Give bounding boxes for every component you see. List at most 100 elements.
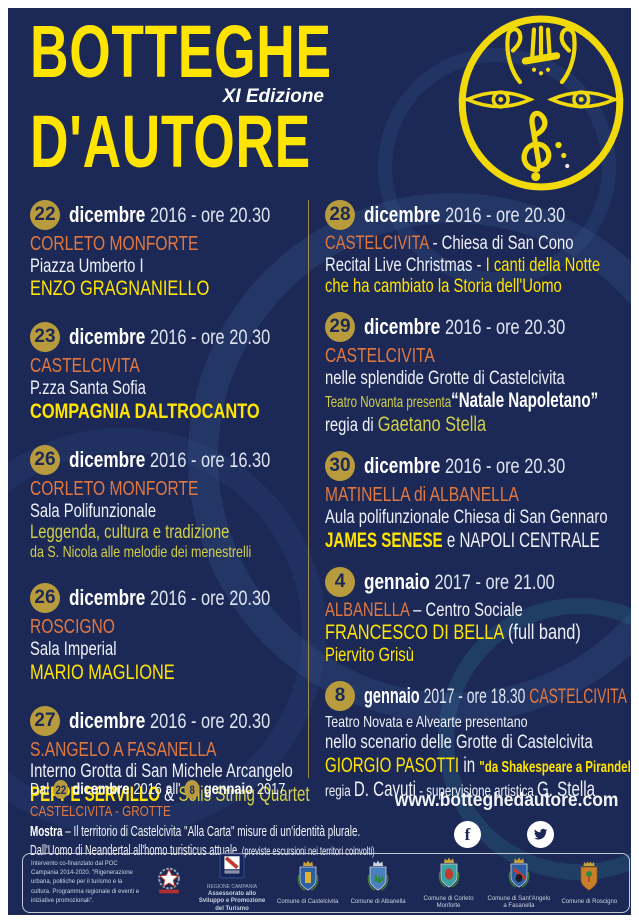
event-26-dicembre-roscigno: 26 dicembre 2016 - ore 20.30 ROSCIGNO Sal… (30, 583, 304, 684)
header: BOTTEGHE XI Edizione D'AUTORE (8, 8, 631, 183)
web-box: www.botteghedautore.com f (385, 780, 623, 861)
event-28-dicembre: 28 dicembre 2016 - ore 20.30 CASTELCIVITA… (325, 200, 631, 298)
place-label: Aula polifunzionale Chiesa di San Gennar… (325, 507, 608, 529)
event-26-dicembre-corleto: 26 dicembre 2016 - ore 16.30 CORLETO MONF… (30, 444, 304, 562)
month-label: dicembre (69, 446, 146, 472)
logo-circle (458, 15, 624, 191)
date-badge: 26 (30, 583, 60, 614)
event-30-dicembre: 30 dicembre 2016 - ore 20.30 MATINELLA di… (325, 451, 631, 552)
artist2-label: Piervito Grisù (325, 645, 414, 667)
presenters-label: Teatro Novata e Alvearte presentano (325, 713, 528, 731)
albanella-crest-icon (367, 860, 389, 892)
place-label: Piazza Umberto I (30, 255, 144, 277)
venue-label: MATINELLA di ALBANELLA (325, 484, 519, 507)
sponsor-strip: Intervento co-finanziato dal POC Campani… (22, 853, 630, 913)
month-label: dicembre (364, 202, 441, 227)
events-columns: 22 dicembre 2016 - ore 20.30 CORLETO MONF… (30, 200, 631, 806)
mostra-line2: Dall'Uomo di Neandertal all'homo turisti… (30, 842, 375, 859)
date-badge: 4 (325, 566, 355, 597)
municipality-label: Comune di Sant'Angelo a Fasanella (487, 895, 551, 909)
campania-label: Assessorato allo Sviluppo e Promozione d… (198, 890, 266, 912)
credits-label: regia D. Cavuti - supervisione artistica… (325, 777, 595, 801)
month-label: dicembre (69, 707, 146, 733)
event-23-dicembre: 23 dicembre 2016 - ore 20.30 CASTELCIVITA… (30, 322, 304, 423)
venue-label: CASTELCIVITA (529, 684, 627, 708)
show-title-label: Recital Live Christmas - I canti della N… (325, 254, 601, 276)
facebook-glyph: f (464, 824, 471, 844)
datetime-label: 2017 - ore 21.00 (434, 570, 555, 594)
artist-label: GIORGIO PASOTTI in "da Shakespeare a Pir… (325, 753, 631, 777)
municipality-castelcivita: Comune di Castelcivita (276, 859, 339, 906)
funding-text: Intervento co-finanziato dal POC Campani… (31, 860, 140, 904)
event-22-dicembre: 22 dicembre 2016 - ore 20.30 CORLETO MONF… (30, 200, 304, 301)
artist-label: COMPAGNIA DALTROCANTO (30, 399, 260, 423)
municipality-albanella: Comune di Albanella (346, 859, 409, 906)
month-label: dicembre (69, 585, 146, 611)
venue-label: CORLETO MONFORTE (30, 477, 199, 500)
month-label: gennaio (364, 682, 420, 708)
festival-logo (458, 15, 624, 191)
italy-emblem (150, 865, 188, 902)
show-subtitle-label: da S. Nicola alle melodie dei menestrell… (30, 543, 252, 561)
municipality-sant-angelo-a-fasanella: Comune di Sant'Angelo a Fasanella (487, 856, 550, 910)
show-subtitle-label: che ha cambiato la Storia dell'Uomo (325, 276, 562, 298)
poster-title-line2: D'AUTORE (30, 99, 311, 183)
municipality-corleto-monforte: Comune di Corleto Monforte (417, 856, 480, 910)
date-badge: 28 (325, 200, 355, 230)
datetime-label: 2016 - ore 20.30 (149, 709, 271, 733)
venue-label: ROSCIGNO (30, 616, 115, 639)
lyre-icon (505, 25, 577, 85)
datetime-label: 2016 - ore 20.30 (149, 204, 271, 227)
edition-label: XI Edizione (222, 85, 324, 107)
datetime-label: 2016 - ore 20.30 (444, 315, 566, 339)
datetime-label: 2017 - ore 18.30 (423, 684, 526, 708)
facebook-icon[interactable]: f (454, 821, 481, 848)
date-badge: 8 (184, 780, 200, 799)
date-badge: 22 (30, 200, 60, 230)
datetime-label: 2016 - ore 16.30 (149, 448, 271, 472)
artist-label: MARIO MAGLIONE (30, 660, 175, 684)
venue-label: CASTELCIVITA (30, 355, 140, 378)
event-4-gennaio: 4 gennaio 2017 - ore 21.00 ALBANELLA – Ce… (325, 566, 631, 667)
campania-logo-icon (219, 853, 245, 879)
place-label: P.zza Santa Sofia (30, 378, 146, 400)
website-link[interactable]: www.botteghedautore.com (394, 790, 619, 811)
bottom-section: Dal 22 dicembre 2016 all' 8 gennaio 2017… (30, 780, 623, 861)
date-range-line: Dal 22 dicembre 2016 all' 8 gennaio 2017 (30, 780, 286, 799)
event-8-gennaio: 8 gennaio 2017 - ore 18.30 CASTELCIVITA Te… (325, 680, 631, 802)
month-label: dicembre (69, 202, 146, 227)
regione-campania: REGIONE CAMPANIA Assessorato allo Svilup… (195, 853, 269, 914)
mostra-line: Mostra – Il territorio di Castelcivita "… (30, 822, 361, 840)
show-title-label: Teatro Novanta presenta“Natale Napoletan… (325, 389, 599, 413)
month-label: dicembre (69, 324, 146, 350)
summary-venue-label: CASTELCIVITA - GROTTE (30, 803, 171, 820)
venue-label: CASTELCIVITA (325, 344, 435, 367)
venue-label: CASTELCIVITA - Chiesa di San Cono (325, 233, 574, 254)
month-label: dicembre (364, 453, 441, 479)
castelcivita-crest-icon (297, 860, 319, 892)
artist-label: FRANCESCO DI BELLA (full band) (325, 621, 581, 645)
date-badge: 23 (30, 322, 60, 353)
corleto-monforte-crest-icon (438, 857, 459, 888)
datetime-label: 2016 - ore 20.30 (149, 326, 271, 350)
date-badge: 26 (30, 444, 60, 475)
date-badge: 30 (325, 451, 355, 482)
twitter-icon[interactable] (527, 821, 554, 848)
campania-name-label: REGIONE CAMPANIA (206, 883, 258, 890)
poster-title-line1: BOTTEGHE (30, 10, 332, 93)
date-badge: 22 (53, 780, 69, 799)
events-column-left: 22 dicembre 2016 - ore 20.30 CORLETO MONF… (30, 200, 310, 806)
place-label: Sala Polifunzionale (30, 500, 157, 522)
place-label: nello scenario delle Grotte di Castelciv… (325, 732, 593, 754)
credits-label: regia di Gaetano Stella (325, 413, 487, 437)
venue-label: ALBANELLA – Centro Sociale (325, 599, 523, 621)
treble-clef-icon (521, 110, 570, 182)
date-badge: 27 (30, 705, 60, 736)
municipality-roscigno: Comune di Roscigno (558, 859, 621, 906)
venue-label: S.ANGELO A FASANELLA (30, 738, 217, 761)
datetime-label: 2016 - ore 20.30 (149, 587, 271, 611)
italy-emblem-icon (158, 867, 180, 893)
artist-label: ENZO GRAGNANIELLO (30, 277, 210, 301)
events-column-right: 28 dicembre 2016 - ore 20.30 CASTELCIVITA… (308, 200, 631, 801)
municipality-label: Comune di Albanella (350, 899, 406, 906)
